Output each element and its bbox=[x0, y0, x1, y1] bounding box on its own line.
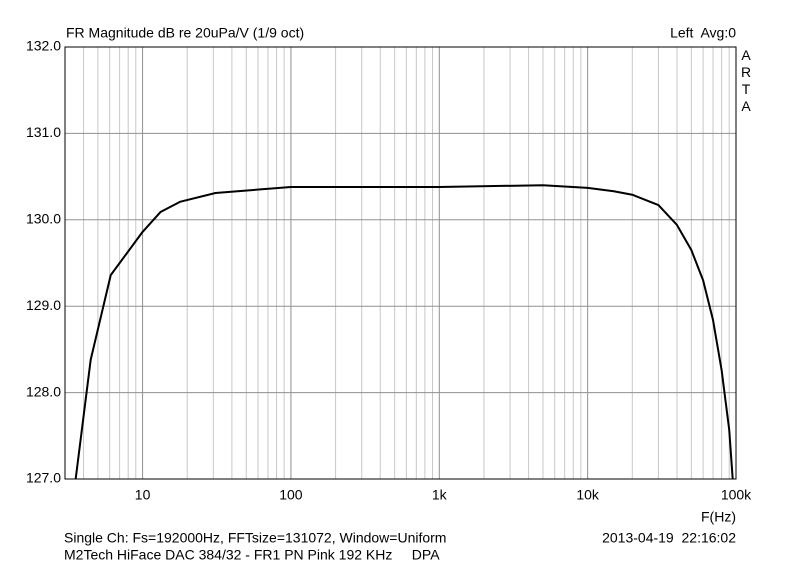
x-tick-label: 1k bbox=[432, 487, 448, 503]
response-line bbox=[74, 184, 734, 480]
plot-frame bbox=[64, 46, 737, 480]
y-tick-label: 129.0 bbox=[26, 297, 61, 313]
x-axis-label: F(Hz) bbox=[701, 509, 736, 525]
footer-line: M2Tech HiFace DAC 384/32 - FR1 PN Pink 1… bbox=[64, 547, 440, 563]
x-tick-label: 10k bbox=[576, 487, 600, 503]
y-tick-label: 132.0 bbox=[26, 38, 61, 54]
timestamp: 2013-04-19 22:16:02 bbox=[602, 530, 736, 546]
chart-title: FR Magnitude dB re 20uPa/V (1/9 oct) bbox=[66, 25, 304, 41]
x-tick-label: 100 bbox=[279, 487, 303, 503]
y-tick-label: 131.0 bbox=[26, 124, 61, 140]
y-tick-label: 127.0 bbox=[26, 470, 61, 486]
y-tick-label: 128.0 bbox=[26, 383, 61, 399]
channel-label: Left Avg:0 bbox=[670, 25, 736, 41]
x-tick-label: 100k bbox=[721, 487, 752, 503]
y-tick-label: 130.0 bbox=[26, 211, 61, 227]
x-tick-label: 10 bbox=[135, 487, 151, 503]
footer-line: Single Ch: Fs=192000Hz, FFTsize=131072, … bbox=[64, 530, 446, 546]
